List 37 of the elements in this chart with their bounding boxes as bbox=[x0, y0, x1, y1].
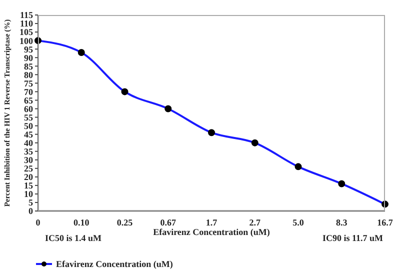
y-tick-label: 60 bbox=[24, 104, 34, 114]
y-tick-label: 45 bbox=[24, 130, 34, 140]
x-tick-label: 5.0 bbox=[292, 217, 304, 228]
y-tick-label: 110 bbox=[20, 18, 34, 29]
text: IC50 is 1.4 uM bbox=[45, 233, 102, 243]
x-tick-label: 16.7 bbox=[377, 217, 394, 228]
y-tick-label: 35 bbox=[24, 146, 34, 157]
y-tick-label: 70 bbox=[24, 86, 34, 97]
y-tick-label: 50 bbox=[24, 120, 34, 131]
x-tick-label: 1.7 bbox=[206, 217, 218, 228]
y-tick-label: 55 bbox=[24, 112, 34, 122]
y-tick-label: 40 bbox=[24, 138, 34, 148]
y-tick-label: 80 bbox=[24, 70, 34, 80]
y-tick-label: 0 bbox=[28, 206, 34, 216]
y-tick-label: 85 bbox=[24, 61, 34, 72]
x-tick-label: 0.67 bbox=[160, 217, 176, 228]
y-tick-label: 15 bbox=[24, 180, 34, 191]
y-tick-label: 10 bbox=[24, 189, 34, 200]
x-tick-label: 0.25 bbox=[116, 217, 134, 228]
y-tick-label: 90 bbox=[24, 52, 34, 63]
y-tick-label: 5 bbox=[28, 198, 34, 208]
x-tick-label: 8.3 bbox=[336, 217, 348, 228]
y-tick-label: 100 bbox=[20, 36, 34, 46]
y-tick-label: 30 bbox=[24, 155, 34, 166]
x-axis-title: Efavirenz Concentration (uM) bbox=[153, 227, 270, 237]
y-tick-label: 75 bbox=[24, 78, 34, 88]
legend-label: Efavirenz Concentration (uM) bbox=[56, 259, 173, 269]
y-tick-label: 95 bbox=[24, 44, 34, 54]
y-tick-label: 105 bbox=[20, 27, 34, 38]
y-tick-label: 65 bbox=[24, 95, 34, 106]
y-tick-label: 25 bbox=[24, 164, 34, 174]
x-tick-label: 0 bbox=[36, 217, 41, 228]
text: IC90 is 11.7 uM bbox=[322, 233, 383, 243]
x-tick-label: 0.10 bbox=[74, 217, 90, 228]
x-tick-label: 2.7 bbox=[249, 217, 261, 228]
y-tick-label: 20 bbox=[24, 172, 34, 182]
y-tick-label: 115 bbox=[20, 10, 34, 20]
